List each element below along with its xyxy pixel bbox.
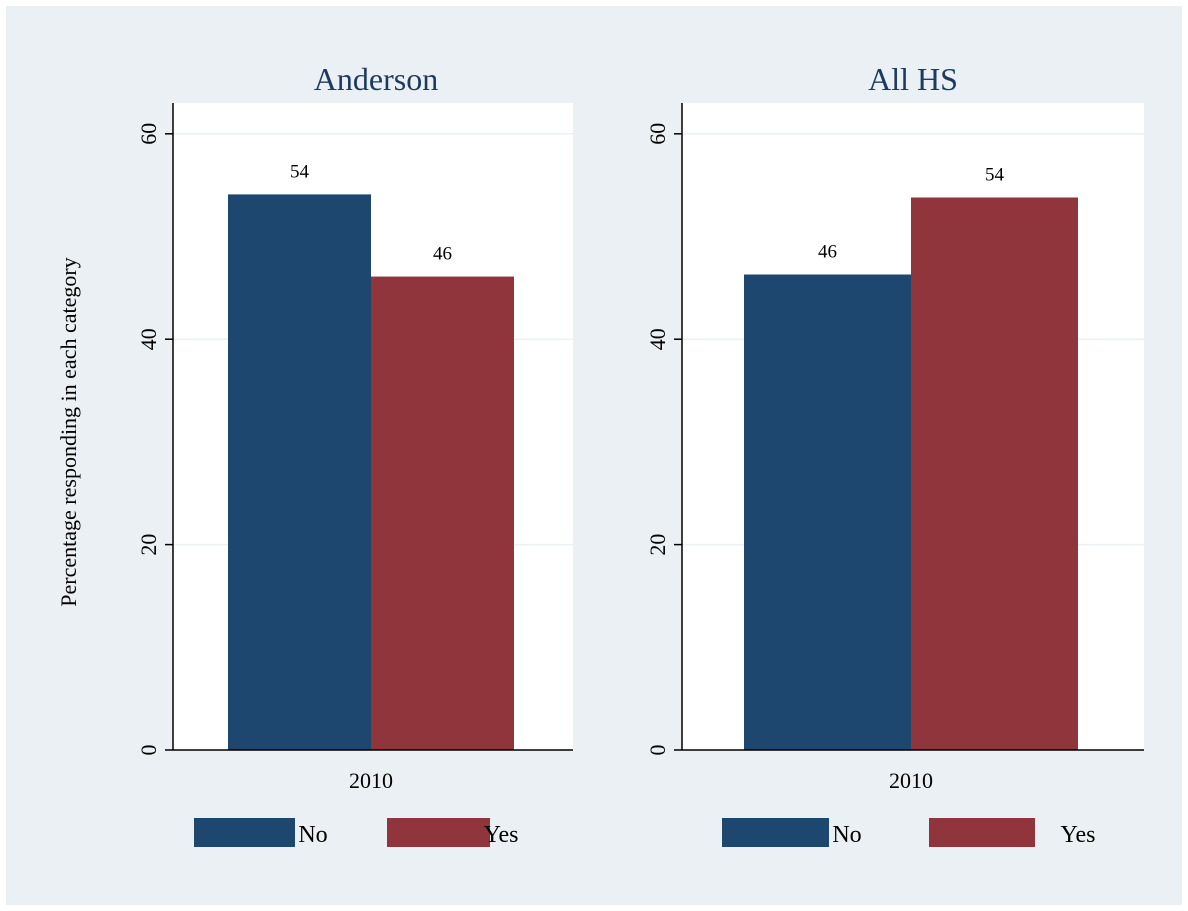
legend-swatch-1-yes	[387, 818, 490, 847]
data-label-2-yes: 54	[985, 164, 1005, 185]
y-axis-label: Percentage responding in each category	[56, 257, 81, 606]
bar-2-yes	[911, 197, 1078, 750]
y-tick-label-2-40: 40	[645, 328, 670, 350]
legend-label-2-no: No	[832, 822, 861, 848]
chart-figure: Percentage responding in each category 5…	[6, 6, 1182, 905]
bar-1-yes	[371, 276, 514, 750]
bar-2-no	[744, 274, 911, 750]
y-tick-label-1-40: 40	[136, 328, 161, 350]
data-label-2-no: 46	[818, 242, 837, 263]
y-tick-label-2-20: 20	[645, 534, 670, 556]
legend-label-1-yes: Yes	[484, 822, 519, 848]
data-label-1-no: 54	[290, 161, 310, 182]
y-tick-label-2-0: 0	[645, 745, 670, 756]
bar-1-no	[228, 194, 371, 750]
data-label-1-yes: 46	[433, 244, 452, 265]
y-tick-label-2-60: 60	[645, 123, 670, 145]
legend-swatch-2-no	[722, 818, 829, 847]
y-tick-label-1-60: 60	[136, 123, 161, 145]
legend-swatch-1-no	[194, 818, 295, 847]
y-tick-label-1-0: 0	[136, 745, 161, 756]
x-category-label-2: 2010	[889, 768, 933, 793]
chart-canvas: Percentage responding in each category 5…	[56, 61, 1144, 848]
legend-label-1-no: No	[298, 822, 327, 848]
panel-title-1: Anderson	[314, 61, 438, 97]
legend-label-2-yes: Yes	[1061, 822, 1096, 848]
x-category-label-1: 2010	[349, 768, 393, 793]
legend-swatch-2-yes	[929, 818, 1035, 847]
panel-title-2: All HS	[868, 61, 958, 97]
y-tick-label-1-20: 20	[136, 534, 161, 556]
